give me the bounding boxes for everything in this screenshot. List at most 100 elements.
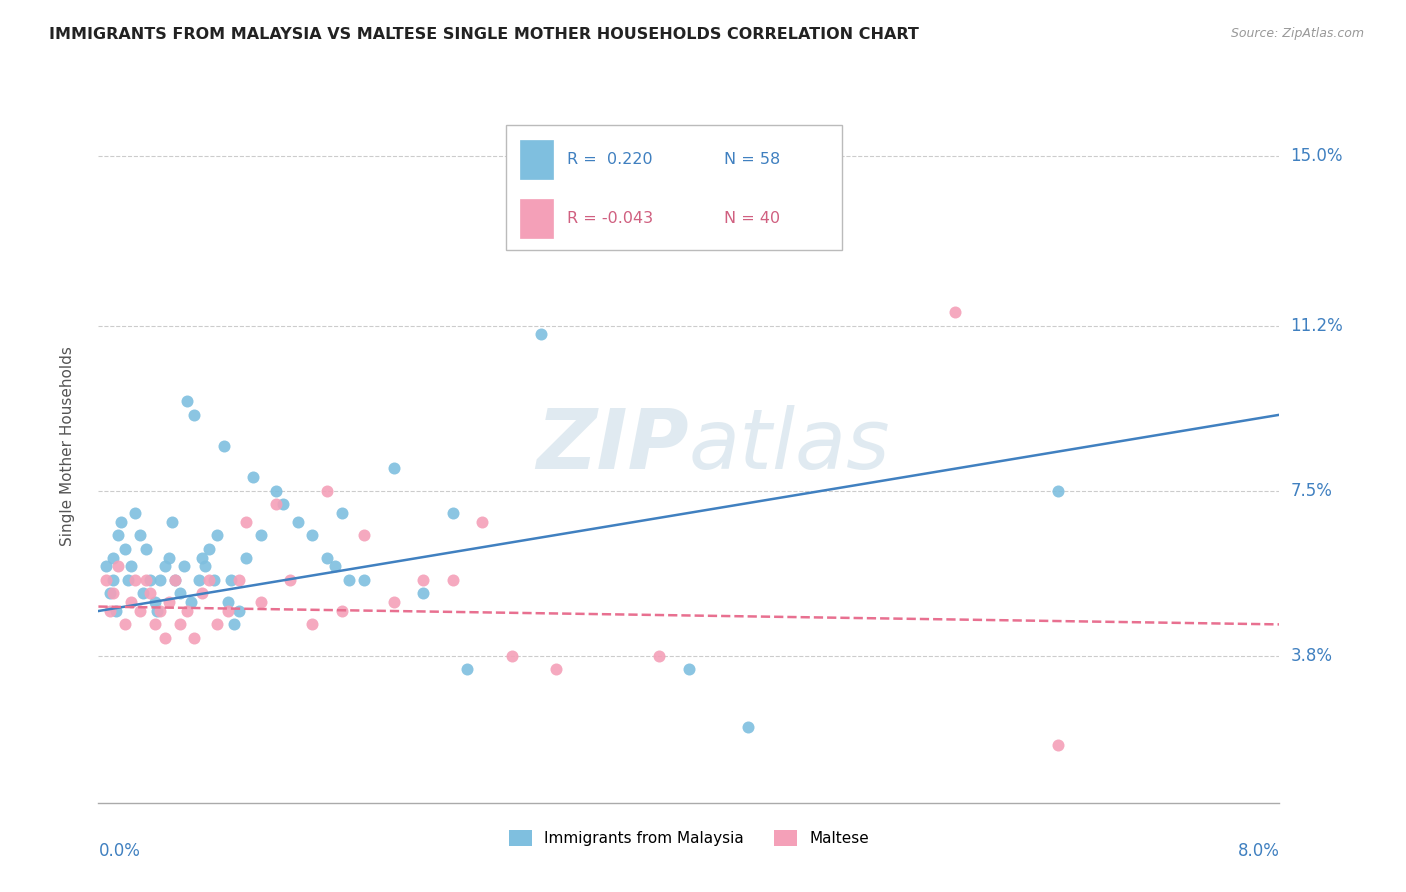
Point [316,550,339,565]
Point [412,586,434,600]
Point [471,515,494,529]
Point [287,515,309,529]
Point [114,541,136,556]
Point [330,604,353,618]
Point [120,595,142,609]
Point [264,497,287,511]
Text: ZIP: ZIP [536,406,689,486]
Point [117,573,139,587]
Text: 11.2%: 11.2% [1291,317,1343,334]
Point [107,528,129,542]
Point [194,559,217,574]
Point [128,528,150,542]
Point [103,573,125,587]
Point [120,559,142,574]
Point [441,506,464,520]
Point [264,483,287,498]
Point [176,394,198,409]
Point [94,559,117,574]
Point [146,604,169,618]
Point [176,604,198,618]
Point [94,573,117,587]
Point [1046,483,1070,498]
Point [198,541,221,556]
Point [153,631,176,645]
Point [250,595,273,609]
Point [198,573,221,587]
Point [103,586,125,600]
Text: 0.0%: 0.0% [98,842,141,860]
Point [1046,738,1070,752]
Point [191,586,214,600]
Text: atlas: atlas [689,406,890,486]
Point [105,604,128,618]
Point [412,573,434,587]
Point [301,617,323,632]
Point [135,541,157,556]
Text: 15.0%: 15.0% [1291,147,1343,165]
Point [162,515,183,529]
Point [235,550,257,565]
Text: N = 58: N = 58 [724,153,780,168]
Point [124,573,146,587]
Point [271,497,294,511]
Point [441,573,464,587]
Point [382,595,405,609]
Text: Source: ZipAtlas.com: Source: ZipAtlas.com [1230,27,1364,40]
Point [165,573,187,587]
Point [143,617,166,632]
Text: 3.8%: 3.8% [1291,647,1333,665]
Point [139,573,162,587]
Point [107,559,129,574]
Text: R =  0.220: R = 0.220 [567,153,652,168]
Point [110,515,132,529]
Point [382,461,405,475]
Bar [506,125,842,250]
Point [330,506,353,520]
Point [546,662,568,676]
Point [501,648,523,663]
Point [353,573,375,587]
Point [212,439,235,453]
Point [98,586,121,600]
Point [169,586,191,600]
Y-axis label: Single Mother Households: Single Mother Households [60,346,75,546]
Point [228,604,250,618]
Point [139,586,162,600]
Point [316,483,339,498]
Point [180,595,202,609]
Point [224,617,246,632]
Point [149,573,172,587]
Point [169,617,191,632]
Point [353,528,375,542]
Point [457,662,479,676]
Point [242,470,264,484]
Point [187,573,209,587]
Point [323,559,346,574]
Point [157,595,180,609]
Point [173,559,195,574]
Point [132,586,155,600]
Point [135,573,157,587]
Point [205,617,228,632]
Point [124,506,146,520]
Point [114,617,136,632]
Point [217,595,239,609]
Point [153,559,176,574]
Point [228,573,250,587]
Text: IMMIGRANTS FROM MALAYSIA VS MALTESE SINGLE MOTHER HOUSEHOLDS CORRELATION CHART: IMMIGRANTS FROM MALAYSIA VS MALTESE SING… [49,27,920,42]
Point [280,573,302,587]
Point [149,604,172,618]
Point [205,528,228,542]
Point [98,604,121,618]
Point [183,408,205,422]
Bar [520,199,553,238]
Point [339,573,361,587]
Point [737,720,759,734]
Point [301,528,323,542]
Text: 7.5%: 7.5% [1291,482,1333,500]
Text: 8.0%: 8.0% [1237,842,1279,860]
Point [128,604,150,618]
Text: R = -0.043: R = -0.043 [567,211,654,226]
Point [103,550,125,565]
